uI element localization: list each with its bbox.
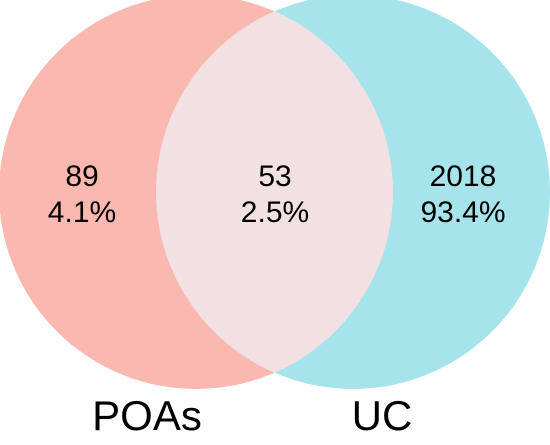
uc-label: UC (352, 392, 413, 439)
right-only-percent: 93.4% (420, 196, 505, 229)
left-only-percent: 4.1% (48, 196, 116, 229)
right-only-count: 2018 (430, 160, 497, 193)
intersection-region (156, 0, 393, 389)
intersection-percent: 2.5% (241, 196, 309, 229)
left-only-count: 89 (65, 160, 98, 193)
poas-label: POAs (92, 392, 202, 439)
intersection-count: 53 (258, 160, 291, 193)
